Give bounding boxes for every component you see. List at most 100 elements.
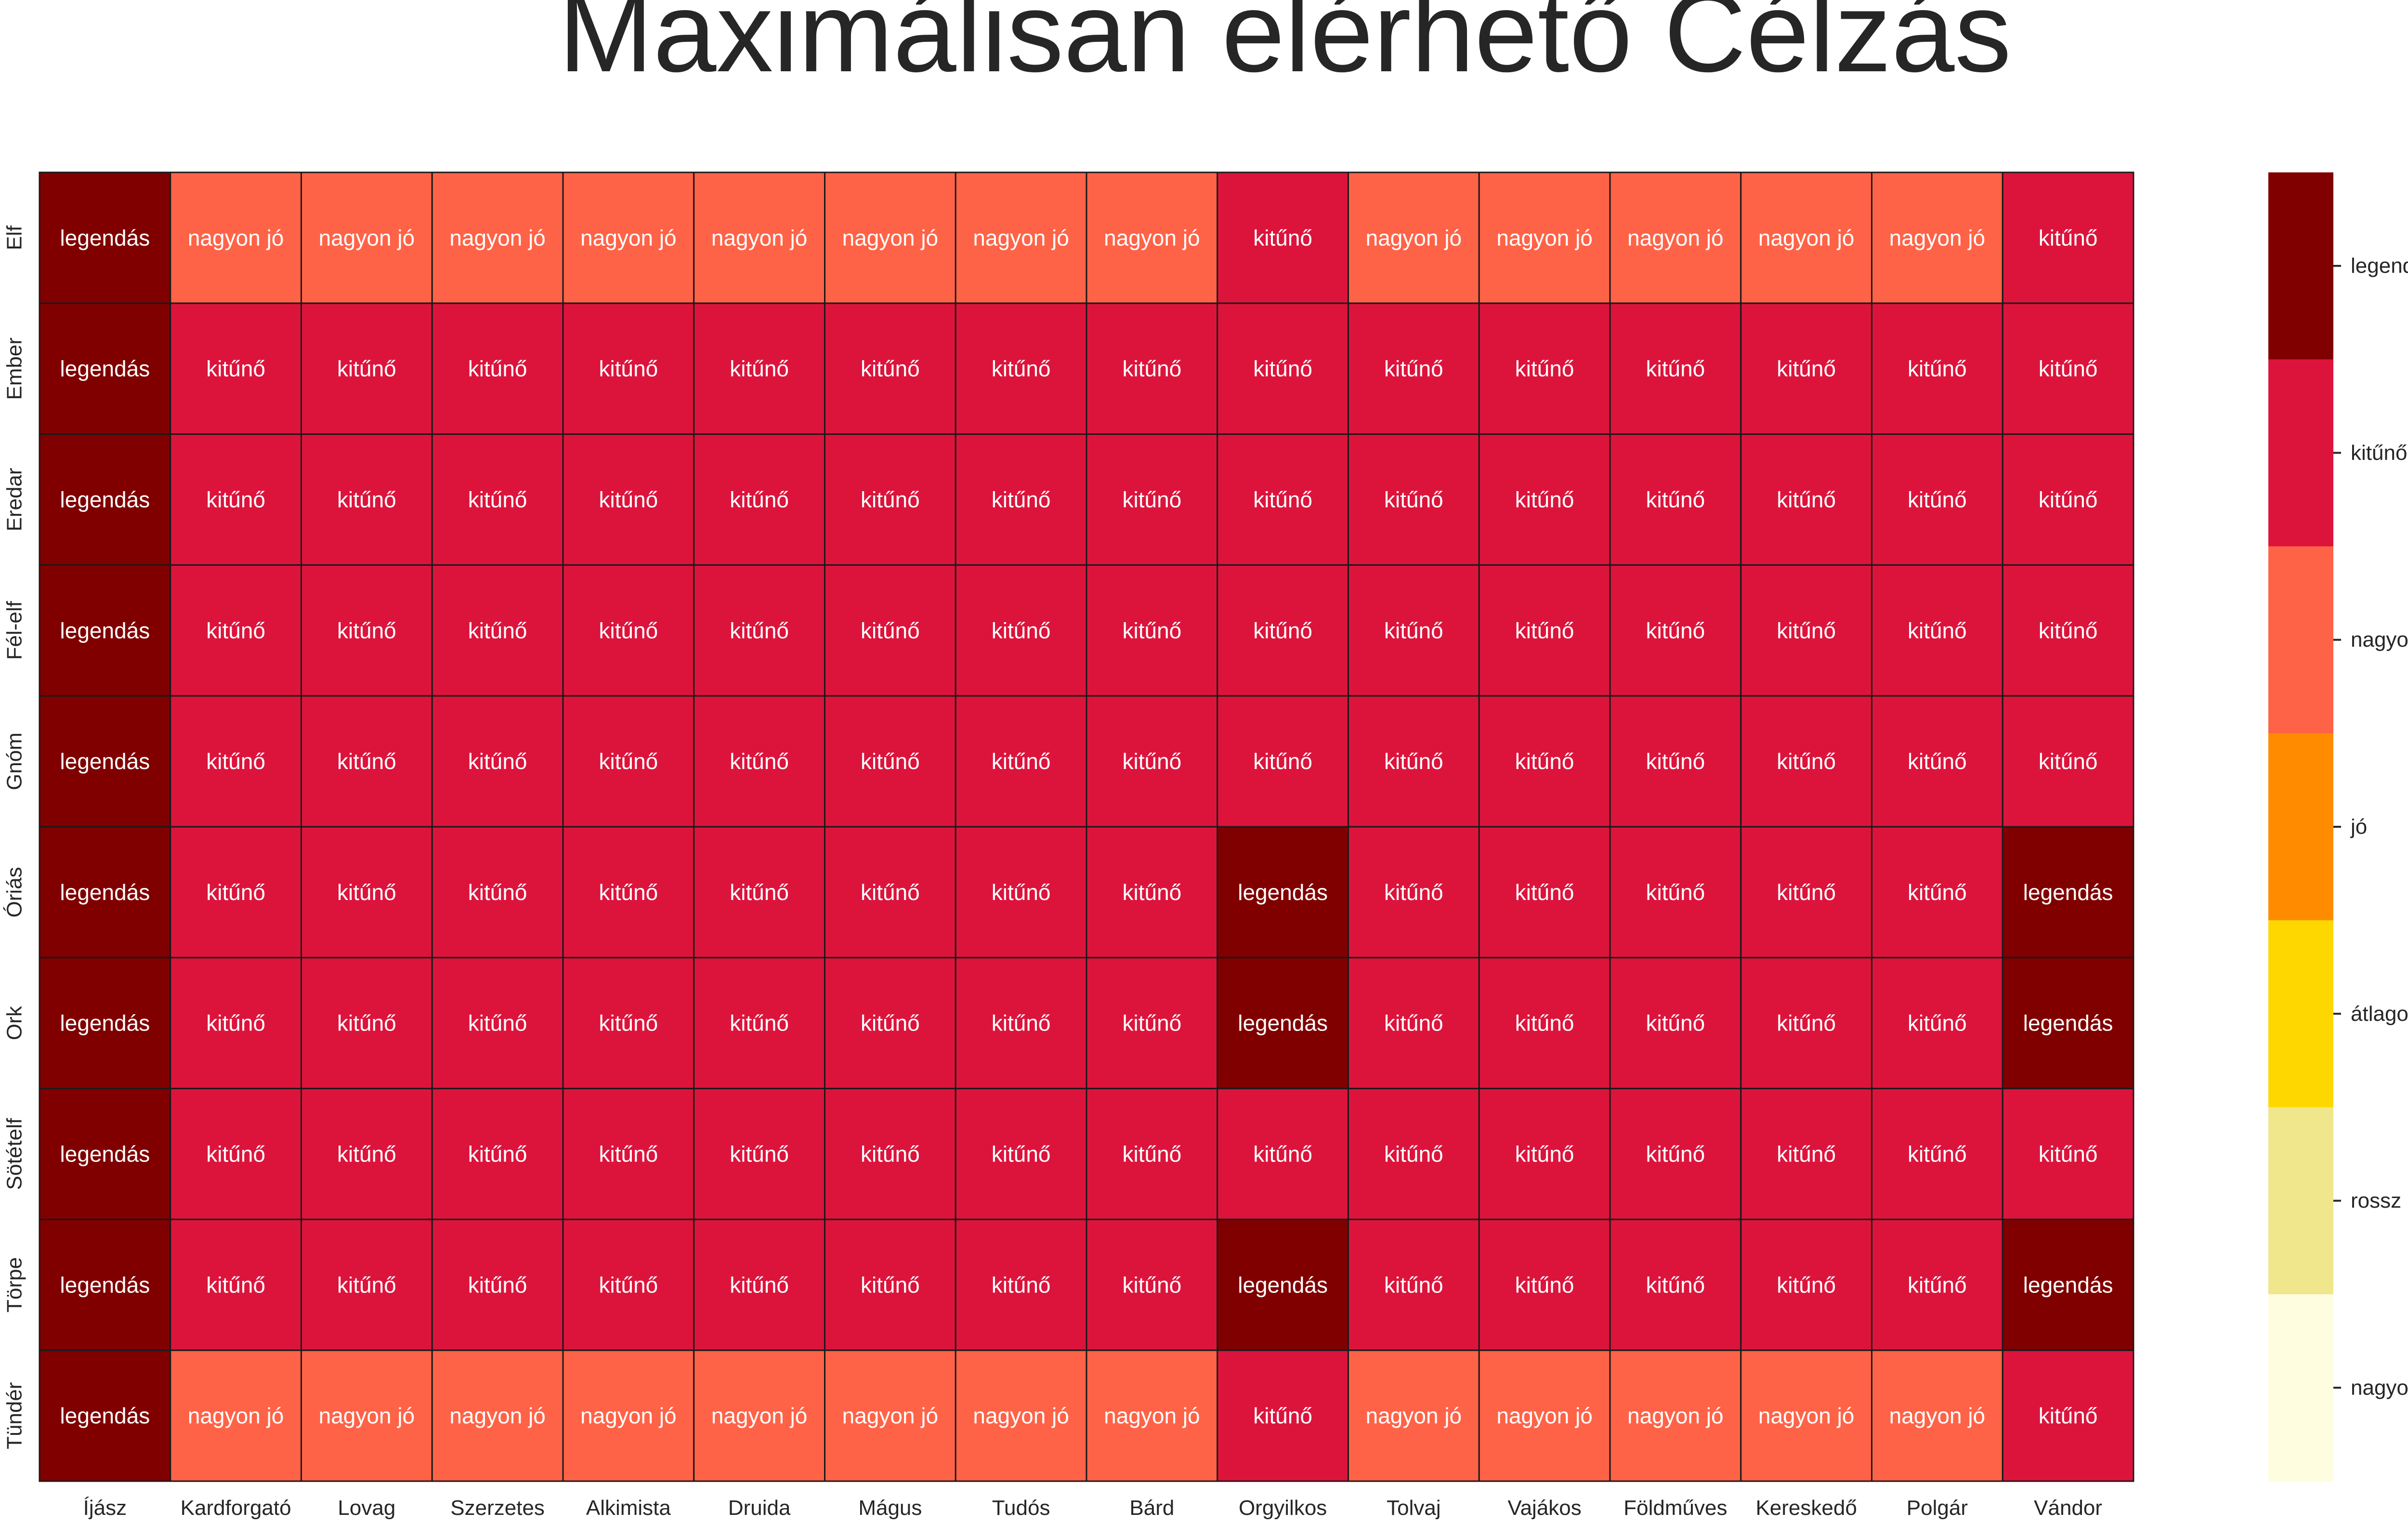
cell-value-label: kitűnő <box>992 1142 1051 1167</box>
heatmap-cell <box>1348 433 1480 566</box>
heatmap-cell <box>955 433 1087 566</box>
chart-title: Maximálisan elérhető Célzás <box>559 0 2012 96</box>
heatmap-cell <box>824 1218 956 1351</box>
heatmap-cell <box>170 1349 302 1482</box>
cell-value-label: kitűnő <box>1646 356 1705 381</box>
cell-value-label: kitűnő <box>1123 1272 1182 1297</box>
heatmap-cell <box>301 171 433 304</box>
heatmap-cell <box>1086 1088 1218 1220</box>
cell-value-label: legendás <box>60 1272 150 1297</box>
heatmap-cell <box>1740 433 1872 566</box>
heatmap-cell <box>1086 564 1218 697</box>
cell-value-label: kitűnő <box>1908 356 1967 381</box>
heatmap-cell <box>693 957 825 1090</box>
heatmap-cell <box>39 302 171 435</box>
heatmap-cell <box>1478 826 1611 959</box>
x-tick-label: Bárd <box>1129 1496 1174 1520</box>
heatmap-cell <box>1609 1088 1742 1220</box>
cell-value-label: kitűnő <box>1777 356 1836 381</box>
cell-value-label: kitűnő <box>1384 1272 1443 1297</box>
cell-value-label: kitűnő <box>1384 749 1443 774</box>
cell-value-label: kitűnő <box>1646 880 1705 905</box>
x-axis-tick-labels: Íjász Kardforgató Lovag Szerzetes Alkimista D… <box>83 1496 2102 1520</box>
heatmap-cell <box>2002 1088 2134 1220</box>
cell-value-label: kitűnő <box>2039 356 2098 381</box>
cell-value-label: kitűnő <box>730 618 789 643</box>
cell-value-label: kitűnő <box>337 356 396 381</box>
cell-value-label: kitűnő <box>2039 225 2098 250</box>
cell-value-label: legendás <box>60 1142 150 1167</box>
cell-value-label: nagyon jó <box>1758 1403 1855 1428</box>
heatmap-cell <box>431 1349 564 1482</box>
cell-value-label: kitűnő <box>599 487 658 512</box>
heatmap-cell <box>824 433 956 566</box>
cell-value-label: nagyon jó <box>711 225 808 250</box>
heatmap-cell <box>1609 433 1742 566</box>
heatmap-cell <box>824 302 956 435</box>
heatmap-cell <box>2002 826 2134 959</box>
heatmap-cell <box>431 826 564 959</box>
cell-value-label: kitűnő <box>2039 487 2098 512</box>
cell-value-label: kitűnő <box>1253 356 1312 381</box>
cell-value-label: kitűnő <box>1777 880 1836 905</box>
cell-value-label: kitűnő <box>861 618 920 643</box>
colorbar-segment <box>2268 359 2333 547</box>
heatmap-cell <box>562 826 695 959</box>
cell-value-label: kitűnő <box>206 1011 265 1036</box>
heatmap-cell <box>955 826 1087 959</box>
cell-value-label: kitűnő <box>1515 356 1574 381</box>
heatmap-cell <box>1740 1349 1872 1482</box>
heatmap-cell <box>955 1088 1087 1220</box>
cell-value-label: kitűnő <box>1123 356 1182 381</box>
heatmap-cell <box>39 957 171 1090</box>
y-tick-label: Eredar <box>3 468 26 531</box>
heatmap-cell <box>955 564 1087 697</box>
cell-value-label: kitűnő <box>337 749 396 774</box>
cell-value-label: kitűnő <box>599 1272 658 1297</box>
cell-value-label: kitűnő <box>730 1011 789 1036</box>
heatmap-cell <box>301 826 433 959</box>
heatmap-cell <box>301 1088 433 1220</box>
heatmap-cell <box>39 826 171 959</box>
y-axis-tick-labels: Elf Ember Eredar Fél-elf Gnóm Óriás Ork Sötétel… <box>3 225 26 1449</box>
y-tick-label: Ember <box>3 338 26 400</box>
cell-value-label: nagyon jó <box>842 1403 939 1428</box>
cell-value-label: kitűnő <box>2039 749 2098 774</box>
heatmap-cell <box>1740 1218 1872 1351</box>
cell-value-label: legendás <box>60 618 150 643</box>
cell-value-label: kitűnő <box>1515 1272 1574 1297</box>
cell-value-label: kitűnő <box>2039 1142 2098 1167</box>
cell-value-label: kitűnő <box>206 618 265 643</box>
cell-value-label: nagyon jó <box>449 225 546 250</box>
y-tick-label: Óriás <box>3 867 26 917</box>
cell-value-label: kitűnő <box>1908 749 1967 774</box>
heatmap-cell <box>2002 171 2134 304</box>
heatmap-cell <box>1478 695 1611 828</box>
cell-value-label: kitűnő <box>1253 749 1312 774</box>
heatmap-cell <box>170 302 302 435</box>
heatmap-cell <box>1478 302 1611 435</box>
heatmap-cell <box>693 171 825 304</box>
cell-value-label: legendás <box>2023 1272 2113 1297</box>
cell-value-label: nagyon jó <box>1627 225 1724 250</box>
cell-value-label: nagyon jó <box>973 1403 1069 1428</box>
x-tick-label: Íjász <box>83 1496 127 1520</box>
cell-value-label: kitűnő <box>1646 749 1705 774</box>
colorbar-segment <box>2268 172 2333 360</box>
y-tick-label: Ork <box>3 1005 26 1040</box>
cell-value-label: legendás <box>60 225 150 250</box>
cell-value-label: kitűnő <box>337 618 396 643</box>
cell-value-label: kitűnő <box>1384 1011 1443 1036</box>
cell-value-label: nagyon jó <box>1496 225 1593 250</box>
cell-value-label: kitűnő <box>730 1142 789 1167</box>
cell-value-label: kitűnő <box>861 1011 920 1036</box>
cell-value-label: kitűnő <box>599 880 658 905</box>
x-tick-label: Kardforgató <box>181 1496 291 1520</box>
cell-value-label: legendás <box>60 1403 150 1428</box>
heatmap-cell <box>1609 1349 1742 1482</box>
cell-value-label: kitűnő <box>599 1011 658 1036</box>
heatmap-cell <box>562 1349 695 1482</box>
heatmap-cell <box>1217 1349 1349 1482</box>
heatmap-cell <box>431 1218 564 1351</box>
